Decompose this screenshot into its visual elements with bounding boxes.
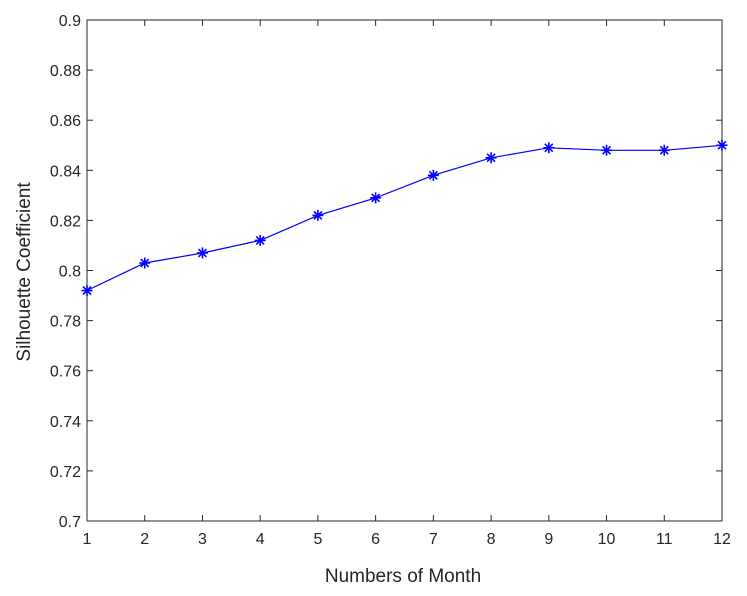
data-point bbox=[543, 142, 555, 154]
asterisk-stroke bbox=[486, 153, 496, 163]
y-tick-label: 0.9 bbox=[59, 13, 81, 30]
asterisk-stroke bbox=[544, 143, 554, 153]
asterisk-stroke bbox=[255, 235, 265, 245]
asterisk-stroke bbox=[717, 140, 727, 150]
y-tick-label: 0.88 bbox=[50, 63, 81, 80]
y-tick-label: 0.78 bbox=[50, 314, 81, 331]
x-axis-label: Numbers of Month bbox=[325, 566, 481, 587]
asterisk-stroke bbox=[428, 170, 438, 180]
asterisk-stroke bbox=[659, 145, 669, 155]
data-point bbox=[254, 234, 266, 246]
x-tick-label: 3 bbox=[198, 531, 207, 548]
labels-layer: Numbers of Month Silhouette Coefficient bbox=[14, 182, 481, 587]
y-tick-label: 0.72 bbox=[50, 464, 81, 481]
data-point bbox=[716, 139, 728, 151]
x-tick-label: 9 bbox=[544, 531, 553, 548]
asterisk-stroke bbox=[602, 145, 612, 155]
asterisk-stroke bbox=[371, 193, 381, 203]
x-tick-label: 8 bbox=[487, 531, 496, 548]
x-tick-label: 1 bbox=[83, 531, 92, 548]
x-tick-label: 5 bbox=[313, 531, 322, 548]
y-tick-label: 0.82 bbox=[50, 213, 81, 230]
asterisk-stroke bbox=[313, 210, 323, 220]
data-point bbox=[601, 144, 613, 156]
y-tick-label: 0.8 bbox=[59, 264, 81, 281]
data-point bbox=[196, 247, 208, 259]
asterisk-stroke bbox=[82, 286, 92, 296]
data-point bbox=[370, 192, 382, 204]
y-tick-label: 0.84 bbox=[50, 163, 81, 180]
axes: 1 2 3 4 5 6 7 8 9 10 11 120.70.720.740.760.780.80.8… bbox=[50, 13, 731, 548]
data-point bbox=[485, 152, 497, 164]
x-tick-label: 4 bbox=[256, 531, 265, 548]
plot-area-frame bbox=[86, 19, 723, 522]
data-point bbox=[139, 257, 151, 269]
series-layer bbox=[81, 139, 728, 297]
x-tick-label: 12 bbox=[713, 531, 731, 548]
x-tick-label: 2 bbox=[140, 531, 149, 548]
data-point bbox=[658, 144, 670, 156]
data-point bbox=[427, 169, 439, 181]
asterisk-stroke bbox=[140, 258, 150, 268]
asterisk-stroke bbox=[197, 248, 207, 258]
y-axis-label: Silhouette Coefficient bbox=[14, 182, 35, 362]
x-tick-label: 11 bbox=[656, 531, 673, 548]
y-tick-label: 0.86 bbox=[50, 113, 81, 130]
x-tick-label: 10 bbox=[598, 531, 616, 548]
data-point bbox=[312, 209, 324, 221]
x-tick-label: 7 bbox=[429, 531, 438, 548]
y-tick-label: 0.74 bbox=[50, 414, 81, 431]
y-tick-label: 0.7 bbox=[59, 514, 81, 531]
y-tick-label: 0.76 bbox=[50, 364, 81, 381]
data-point bbox=[81, 285, 93, 297]
x-tick-label: 6 bbox=[371, 531, 380, 548]
series-line bbox=[86, 144, 723, 292]
